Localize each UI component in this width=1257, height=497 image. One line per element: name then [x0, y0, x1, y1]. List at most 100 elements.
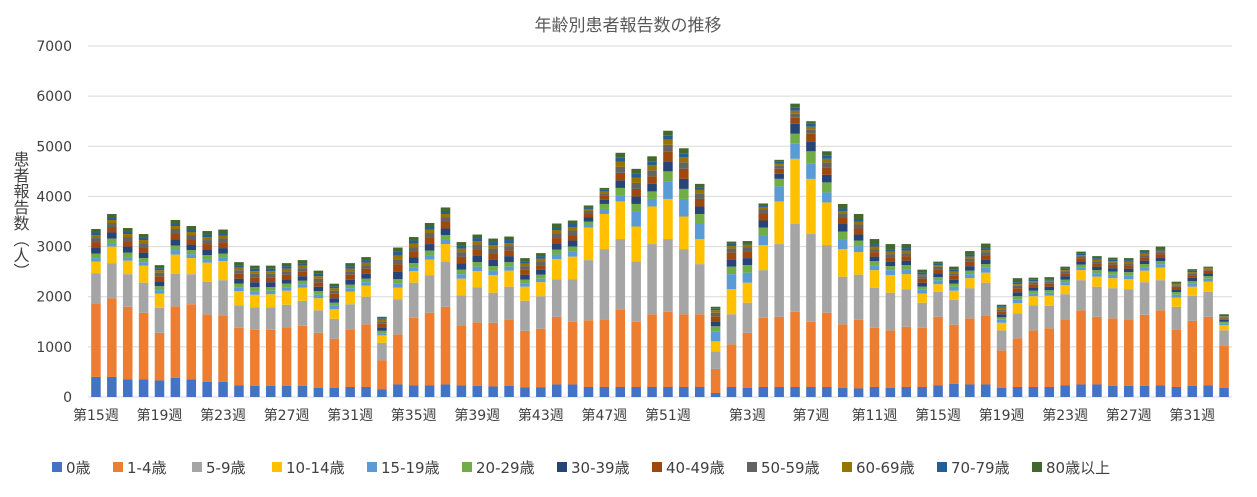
bar-stack	[361, 257, 371, 397]
bar-segment	[901, 256, 912, 261]
bar-segment	[853, 213, 864, 219]
bar-stack	[218, 229, 228, 397]
bar-segment	[949, 271, 959, 274]
bar-stack	[1028, 277, 1039, 397]
legend-swatch	[937, 462, 947, 472]
bar-segment	[1028, 293, 1039, 297]
bar-segment	[583, 217, 594, 222]
bar-segment	[1203, 278, 1213, 282]
bar-segment	[202, 249, 212, 256]
bar-segment	[1012, 296, 1023, 300]
bar-segment	[265, 273, 276, 278]
bar-stack	[504, 236, 514, 397]
bar-segment	[107, 227, 117, 233]
bar-segment	[933, 265, 943, 267]
bar-segment	[234, 267, 244, 271]
bar-segment	[933, 316, 943, 386]
bar-segment	[853, 240, 864, 247]
bar-segment	[949, 283, 959, 287]
bar-segment	[869, 244, 880, 247]
bar-segment	[1044, 277, 1055, 280]
bar-segment	[1171, 286, 1182, 290]
bar-segment	[377, 321, 387, 324]
bar-stack	[647, 156, 657, 397]
bar-segment	[965, 261, 975, 267]
bar-stack	[663, 130, 673, 397]
bar-segment	[1155, 264, 1166, 268]
bar-segment	[774, 168, 784, 174]
bar-segment	[234, 278, 244, 284]
bar-segment	[1044, 305, 1055, 329]
bar-segment	[1155, 261, 1166, 265]
bar-stack	[790, 103, 800, 397]
bar-segment	[202, 262, 212, 282]
bar-segment	[567, 256, 578, 280]
x-tick-label: 第51週	[645, 407, 691, 424]
bar-segment	[806, 151, 816, 164]
bar-segment	[869, 252, 880, 257]
bar-segment	[1219, 387, 1229, 397]
bar-segment	[1219, 325, 1229, 331]
bar-segment	[710, 316, 721, 322]
bar-segment	[472, 241, 483, 245]
x-axis-ticks: 第15週 第19週 第23週 第27週 第31週 第35週 第39週 第43週 第47週 第51週…	[73, 407, 1215, 424]
bar-segment	[869, 249, 880, 253]
bar-segment	[567, 279, 578, 322]
bar-segment	[1060, 276, 1070, 280]
bar-segment	[1155, 249, 1166, 251]
bar-segment	[377, 389, 387, 397]
bar-segment	[297, 300, 308, 326]
bar-segment	[885, 254, 896, 258]
bar-segment	[1139, 257, 1150, 261]
bar-segment	[361, 265, 371, 269]
x-tick-label: 第19週	[137, 407, 183, 424]
bar-segment	[822, 151, 832, 156]
bar-segment	[742, 282, 753, 303]
bar-segment	[1076, 280, 1086, 311]
bar-segment	[679, 386, 689, 397]
bar-segment	[1012, 282, 1023, 285]
bar-segment	[790, 311, 800, 387]
bar-segment	[806, 129, 816, 134]
bar-segment	[122, 260, 133, 275]
bar-segment	[631, 386, 641, 397]
bar-segment	[599, 203, 610, 209]
bar-segment	[297, 263, 308, 266]
bar-segment	[980, 384, 991, 397]
y-tick-label: 4000	[36, 189, 72, 205]
bar-segment	[472, 266, 483, 272]
bar-segment	[1203, 291, 1213, 317]
bar-segment	[1203, 276, 1213, 279]
bar-segment	[91, 376, 101, 397]
bar-segment	[1108, 262, 1118, 265]
bar-segment	[774, 161, 784, 164]
bar-segment	[186, 379, 197, 397]
bar-segment	[885, 330, 896, 388]
bar-segment	[933, 284, 943, 292]
bar-stack	[885, 244, 896, 397]
bar-segment	[107, 246, 117, 264]
bar-segment	[1028, 386, 1039, 397]
bar-stack	[250, 265, 260, 397]
bar-segment	[329, 309, 340, 319]
bar-segment	[424, 312, 435, 386]
bar-segment	[822, 174, 832, 183]
legend-swatch	[367, 462, 377, 472]
bar-segment	[806, 141, 816, 152]
bar-segment	[1219, 319, 1229, 322]
bar-stack	[329, 283, 340, 397]
bar-segment	[1044, 283, 1055, 287]
bar-stack	[1108, 257, 1118, 397]
bar-segment	[281, 279, 292, 284]
bar-segment	[615, 172, 626, 181]
bar-segment	[488, 245, 498, 249]
bar-segment	[631, 188, 641, 197]
bar-segment	[472, 255, 483, 263]
bar-segment	[694, 239, 705, 265]
bar-stack	[154, 265, 165, 397]
bar-segment	[329, 288, 340, 291]
bar-stack	[91, 229, 101, 397]
bar-segment	[599, 189, 610, 192]
bar-segment	[107, 217, 117, 220]
bar-segment	[901, 248, 912, 251]
